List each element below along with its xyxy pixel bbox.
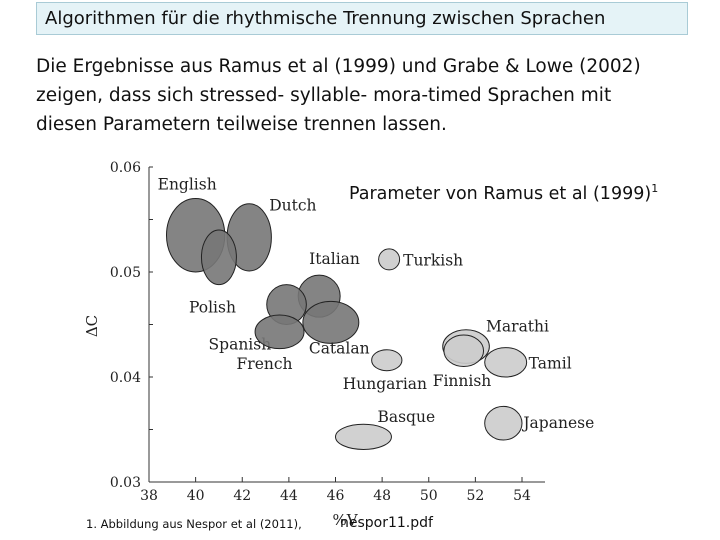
data-label-basque: Basque: [377, 408, 435, 426]
chart-title-text: Parameter von Ramus et al (1999): [349, 184, 651, 204]
x-tick-label: 40: [187, 488, 205, 504]
y-tick-label: 0.03: [110, 475, 141, 491]
x-tick-label: 42: [233, 488, 251, 504]
x-tick-label: 48: [373, 488, 391, 504]
x-tick-label: 50: [420, 488, 438, 504]
x-axis-label: %V: [332, 511, 358, 529]
body-text: Die Ergebnisse aus Ramus et al (1999) un…: [36, 52, 696, 139]
data-label-polish: Polish: [189, 298, 236, 316]
body-line: Die Ergebnisse aus Ramus et al (1999) un…: [36, 56, 641, 77]
data-label-turkish: Turkish: [403, 251, 463, 269]
data-label-finnish: Finnish: [433, 372, 492, 390]
data-label-catalan: Catalan: [309, 339, 370, 357]
x-tick-label: 46: [327, 488, 345, 504]
data-label-hungarian: Hungarian: [343, 375, 427, 393]
chart-title-superscript: 1: [651, 182, 658, 195]
y-axis-label: ΔC: [83, 315, 101, 337]
data-label-japanese: Japanese: [521, 414, 594, 432]
data-label-french: French: [237, 355, 293, 373]
x-tick-label: 54: [513, 488, 531, 504]
data-label-english: English: [158, 175, 217, 193]
y-tick-label: 0.06: [110, 160, 141, 176]
y-tick-label: 0.05: [110, 265, 141, 281]
x-tick-label: 38: [140, 488, 158, 504]
body-line: diesen Parametern teilweise trennen lass…: [36, 114, 447, 135]
data-label-dutch: Dutch: [269, 196, 316, 214]
data-point-japanese: [484, 405, 523, 441]
data-point-tamil: [484, 347, 528, 378]
data-point-hungarian: [371, 349, 403, 372]
data-label-spanish: Spanish: [209, 336, 272, 354]
data-point-polish: [200, 229, 237, 286]
x-tick-label: 44: [280, 488, 298, 504]
slide-title: Algorithmen für die rhythmische Trennung…: [36, 2, 688, 35]
figure-caption: 1. Abbildung aus Nespor et al (2011),: [86, 517, 302, 531]
data-point-basque: [335, 423, 392, 450]
data-point-finnish: [443, 334, 485, 367]
source-filename: nespor11.pdf: [340, 515, 433, 531]
data-label-marathi: Marathi: [486, 318, 549, 336]
data-label-tamil: Tamil: [529, 354, 572, 372]
body-line: zeigen, dass sich stressed- syllable- mo…: [36, 85, 612, 106]
data-point-catalan: [302, 300, 360, 344]
data-point-turkish: [378, 248, 401, 271]
y-tick-label: 0.04: [110, 370, 141, 386]
chart-title: Parameter von Ramus et al (1999)1: [349, 182, 658, 204]
data-point-french: [254, 314, 305, 350]
data-label-italian: Italian: [309, 250, 360, 268]
x-tick-label: 52: [466, 488, 484, 504]
